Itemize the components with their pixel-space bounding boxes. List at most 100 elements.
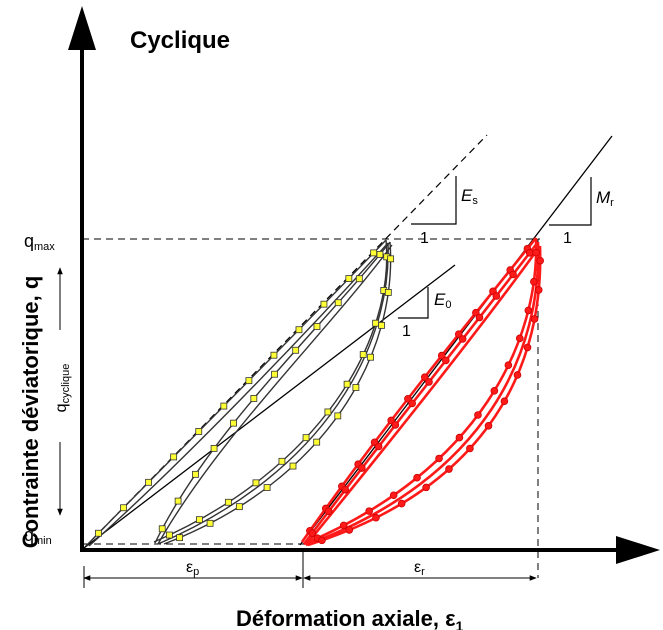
red-marker <box>339 521 348 530</box>
Mr-unit-label: 1 <box>563 230 572 247</box>
yellow-marker <box>245 377 253 385</box>
yellow-marker <box>343 380 351 388</box>
yellow-marker <box>376 250 384 258</box>
red-marker <box>523 343 532 352</box>
yellow-marker <box>210 444 218 452</box>
eps-p-label: εp <box>186 559 199 578</box>
yellow-marker <box>220 402 228 410</box>
red-data-markers <box>306 244 545 545</box>
red-marker <box>404 394 412 403</box>
yellow-marker <box>324 408 332 416</box>
red-marker <box>504 361 513 370</box>
red-marker <box>530 315 539 323</box>
red-marker <box>391 421 400 429</box>
red-marker <box>435 454 443 463</box>
y-axis-label: Contrainte déviatorique, q <box>18 276 43 549</box>
x-axis-arrowhead <box>616 536 660 564</box>
yellow-marker <box>359 351 367 358</box>
yellow-marker <box>195 428 203 435</box>
red-marker <box>455 433 464 442</box>
yellow-marker <box>334 299 342 307</box>
red-marker <box>324 507 333 516</box>
red-marker <box>490 387 499 395</box>
red-marker <box>442 356 450 365</box>
red-marker <box>458 335 467 343</box>
yellow-marker <box>158 525 166 533</box>
red-marker <box>397 499 406 508</box>
red-marker <box>372 513 380 522</box>
q-cyclic-label: qcyclique <box>53 364 72 413</box>
E0-slope-triangle <box>398 287 429 319</box>
yellow-marker <box>95 529 102 537</box>
red-marker <box>484 422 493 430</box>
yellow-marker <box>270 351 278 359</box>
q-min-label: qmin <box>24 525 52 547</box>
red-marker <box>365 507 373 515</box>
E0-unit-label: 1 <box>402 323 411 340</box>
red-marker <box>437 351 446 360</box>
yellow-marker <box>384 289 392 296</box>
yellow-marker <box>170 453 178 461</box>
yellow-marker <box>378 321 385 329</box>
yellow-marker <box>165 531 173 539</box>
yellow-hysteresis-loops <box>85 239 393 547</box>
x-axis-label: Déformation axiale, ε1 <box>236 606 464 630</box>
yellow-marker <box>302 434 310 442</box>
yellow-marker <box>387 255 395 263</box>
yellow-marker <box>278 457 286 465</box>
red-marker <box>374 442 383 451</box>
yellow-marker <box>145 478 152 486</box>
yellow-marker <box>345 275 353 282</box>
yellow-marker <box>313 438 321 446</box>
red-marker <box>425 378 433 386</box>
Es-label: Es <box>461 186 478 207</box>
red-marker <box>389 491 398 500</box>
yellow-marker <box>196 516 203 524</box>
yellow-marker <box>313 323 321 330</box>
red-marker <box>524 306 533 315</box>
Mr-slope-triangle <box>549 177 592 226</box>
red-marker <box>513 371 522 379</box>
red-marker <box>308 529 317 537</box>
yellow-marker <box>235 503 243 511</box>
red-marker <box>466 444 474 453</box>
red-marker <box>475 313 484 322</box>
yellow-marker <box>289 462 297 470</box>
Es-unit-label: 1 <box>420 230 429 247</box>
yellow-data-markers <box>95 249 395 542</box>
yellow-marker <box>120 504 127 512</box>
initial-modulus-line <box>83 264 456 549</box>
q-max-label: qmax <box>24 231 55 253</box>
red-marker <box>532 248 540 257</box>
yellow-marker <box>367 353 374 361</box>
red-marker <box>509 270 517 279</box>
yellow-marker <box>174 497 182 505</box>
red-hysteresis-loops <box>300 237 542 547</box>
red-marker <box>534 286 543 294</box>
red-marker <box>420 373 429 381</box>
yellow-marker <box>295 326 303 334</box>
yellow-marker <box>352 384 360 391</box>
red-marker <box>474 411 482 419</box>
yellow-marker <box>252 479 260 487</box>
red-marker <box>500 397 509 406</box>
red-marker <box>515 334 524 343</box>
red-marker <box>358 464 366 472</box>
red-marker <box>318 536 326 545</box>
yellow-marker <box>192 470 199 478</box>
yellow-marker <box>206 519 214 527</box>
red-marker <box>413 473 421 482</box>
red-marker <box>445 465 453 473</box>
yellow-marker <box>372 319 380 327</box>
yellow-marker <box>224 498 232 506</box>
eps-r-label: εr <box>414 559 425 578</box>
yellow-marker <box>176 534 184 542</box>
E0-label: E0 <box>434 290 451 311</box>
red-marker <box>454 330 463 338</box>
yellow-marker <box>230 419 237 427</box>
yellow-marker <box>271 370 278 378</box>
red-marker <box>530 277 538 286</box>
yellow-marker <box>263 484 271 491</box>
red-marker <box>345 526 354 534</box>
